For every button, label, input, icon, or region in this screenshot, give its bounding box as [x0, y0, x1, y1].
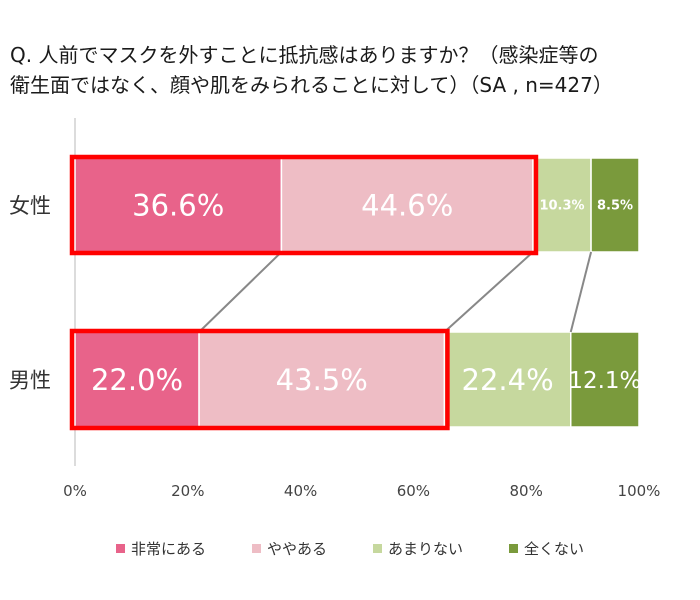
x-tick-label: 0%	[63, 482, 87, 500]
legend-swatch	[251, 544, 261, 553]
chart-legend: 非常にある ややある あまりない 全くない	[0, 538, 700, 559]
data-label: 8.5%	[597, 199, 633, 214]
legend-swatch	[509, 544, 519, 553]
category-label: 男性	[9, 369, 51, 393]
chart-title: Q. 人前でマスクを外すことに抵抗感はありますか？（感染症等の 衛生面ではなく、…	[10, 40, 695, 100]
legend-label: 非常にある	[130, 540, 206, 558]
highlight-box	[69, 328, 450, 431]
data-label: 22.0%	[91, 363, 183, 397]
bar-segment	[532, 157, 592, 253]
data-label: 36.6%	[132, 188, 224, 222]
data-label: 22.4%	[462, 363, 554, 397]
data-label: 44.6%	[361, 188, 453, 222]
x-tick-label: 60%	[397, 482, 430, 500]
legend-item: あまりない	[373, 538, 463, 559]
legend-swatch	[115, 544, 125, 553]
legend-label: ややある	[266, 540, 327, 558]
bar-segment	[74, 331, 200, 428]
legend-item: ややある	[251, 538, 327, 559]
legend-label: 全くない	[524, 540, 585, 558]
data-label: 12.1%	[568, 368, 641, 394]
x-tick-label: 40%	[284, 482, 317, 500]
legend-item: 全くない	[509, 538, 584, 559]
highlight-box	[69, 154, 539, 256]
bar-segment	[198, 331, 446, 428]
chart-title-line1: Q. 人前でマスクを外すことに抵抗感はありますか？（感染症等の	[10, 43, 599, 67]
legend-label: あまりない	[388, 540, 464, 558]
legend-item: 非常にある	[115, 538, 206, 559]
connector-line	[198, 251, 283, 333]
connector-line	[443, 251, 534, 333]
chart-title-line2: 衛生面ではなく、顔や肌をみられることに対して）（SA , n=427）	[10, 73, 613, 97]
bar-segment	[570, 331, 640, 428]
x-tick-label: 20%	[171, 482, 204, 500]
bar-segment	[280, 157, 534, 253]
data-label: 43.5%	[276, 363, 368, 397]
x-tick-label: 80%	[510, 482, 543, 500]
connector-line	[569, 251, 593, 333]
category-label: 女性	[9, 194, 51, 218]
bar-segment	[590, 157, 640, 253]
data-label: 10.3%	[539, 199, 584, 214]
x-tick-label: 100%	[618, 482, 661, 500]
legend-swatch	[373, 544, 382, 553]
